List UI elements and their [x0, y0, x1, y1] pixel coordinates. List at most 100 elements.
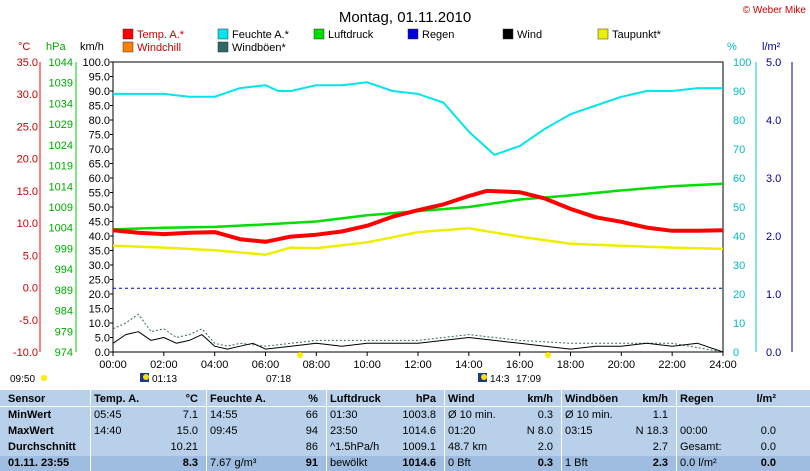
marker-label: 09:50: [10, 374, 35, 385]
table-divider: [676, 390, 677, 471]
wind-tick-label: 100.0: [82, 57, 110, 69]
table-cell-left: 09:45: [210, 425, 238, 437]
x-tick-label: 04:00: [201, 359, 229, 371]
table-cell-right: 1014.6: [402, 457, 436, 469]
x-tick-label: 06:00: [252, 359, 280, 371]
wind-tick-label: 10.0: [89, 318, 110, 330]
temp-tick-label: 20.0: [17, 154, 38, 166]
legend-swatch: [313, 28, 325, 40]
table-cell-right: 1.1: [652, 409, 668, 421]
wind-tick-label: 60.0: [89, 173, 110, 185]
x-tick-label: 02:00: [150, 359, 178, 371]
wind-tick-label: 50.0: [89, 202, 110, 214]
rain-tick-label: 5.0: [766, 57, 781, 69]
temp-tick-label: 15.0: [17, 186, 38, 198]
temp-tick-label: 10.0: [17, 218, 38, 230]
pressure-tick-label: 1034: [49, 98, 73, 110]
temp-tick-label: 5.0: [23, 250, 38, 262]
table-divider: [326, 390, 327, 471]
pressure-tick-label: 1009: [49, 202, 73, 214]
legend-label: Feuchte A.*: [232, 29, 290, 41]
series-feuchtea: [113, 81, 723, 156]
humidity-tick-label: 20: [733, 289, 745, 301]
summary-table: Sensor Temp. A. °C Feuchte A.% Luftdruck hPa W…: [0, 390, 810, 471]
pressure-tick-label: 999: [55, 243, 73, 255]
pressure-tick-label: 984: [55, 306, 73, 318]
table-row-label: Durchschnitt: [8, 441, 76, 453]
sun-icon: [545, 352, 551, 358]
pressure-tick-label: 979: [55, 326, 73, 338]
wind-tick-label: 45.0: [89, 217, 110, 229]
humidity-axis-unit: %: [727, 41, 737, 53]
table-cell-right: 0.0: [760, 425, 776, 437]
table-header-unit: km/h: [642, 393, 668, 405]
temp-tick-label: 0.0: [23, 283, 38, 295]
temp-tick-label: 30.0: [17, 89, 38, 101]
table-cell-right: N 8.0: [526, 425, 553, 437]
current-row-bg: [0, 456, 810, 471]
wind-tick-label: 30.0: [89, 260, 110, 272]
rain-tick-label: 2.0: [766, 231, 781, 243]
legend-label: Windchill: [137, 42, 181, 54]
rain-tick-label: 0.0: [766, 347, 781, 359]
plot-area: [112, 81, 724, 353]
legend-swatch: [122, 41, 134, 53]
table-divider: [0, 406, 810, 407]
wind-tick-label: 70.0: [89, 144, 110, 156]
humidity-tick-label: 100: [733, 57, 751, 69]
sun-icon: [481, 374, 487, 380]
series-wind: [112, 331, 724, 353]
legend-swatch: [597, 28, 609, 40]
sun-icon: [143, 374, 149, 380]
table-cell-left: 14:40: [94, 425, 122, 437]
wind-tick-label: 80.0: [89, 115, 110, 127]
table-row-label: MaxWert: [8, 425, 54, 437]
table-cell-right: 0.0: [760, 457, 776, 469]
pressure-tick-label: 1024: [49, 140, 73, 152]
legend-swatch: [502, 28, 514, 40]
wind-axis-unit: km/h: [80, 41, 104, 53]
table-cell-left: 05:45: [94, 409, 122, 421]
x-tick-label: 20:00: [608, 359, 636, 371]
rain-tick-label: 4.0: [766, 115, 781, 127]
wind-tick-label: 25.0: [89, 275, 110, 287]
x-tick-label: 10:00: [353, 359, 381, 371]
humidity-tick-label: 80: [733, 115, 745, 127]
table-row-label: MinWert: [8, 409, 52, 421]
table-header: Feuchte A.: [210, 393, 266, 405]
humidity-tick-label: 10: [733, 318, 745, 330]
weather-chart: Montag, 01.11.2010 © Weber Mike Temp. A.…: [10, 5, 806, 385]
table-header: Temp. A.: [94, 393, 140, 405]
legend-label: Regen: [422, 29, 454, 41]
table-divider: [90, 390, 91, 471]
x-tick-label: 14:00: [455, 359, 483, 371]
legend-swatch: [407, 28, 419, 40]
humidity-tick-label: 50: [733, 202, 745, 214]
x-axis-labels: 00:00 02:00 04:00 06:00 08:00 10:00 12:00 14:00…: [99, 352, 737, 371]
table-cell-right: 1003.8: [402, 409, 436, 421]
table-header: Luftdruck: [330, 393, 381, 405]
chart-title: Montag, 01.11.2010: [339, 9, 471, 26]
table-header: Sensor: [8, 393, 46, 405]
table-divider: [206, 390, 207, 471]
wind-tick-label: 95.0: [89, 72, 110, 84]
humidity-tick-label: 70: [733, 144, 745, 156]
rain-tick-label: 3.0: [766, 173, 781, 185]
legend-swatch: [217, 41, 229, 53]
pressure-tick-label: 989: [55, 285, 73, 297]
temp-tick-label: 35.0: [17, 57, 38, 69]
table-cell-right: 15.0: [176, 425, 198, 437]
series-tempa: [112, 188, 724, 244]
wind-tick-label: 40.0: [89, 231, 110, 243]
table-cell-right: 1014.6: [402, 425, 436, 437]
wind-tick-label: 55.0: [89, 188, 110, 200]
table-cell-right: 1009.1: [402, 441, 436, 453]
wind-tick-label: 85.0: [89, 101, 110, 113]
plot-frame: [112, 61, 724, 353]
table-header-unit: %: [308, 393, 318, 405]
x-tick-label: 18:00: [557, 359, 585, 371]
table-cell-left: 0 Bft: [448, 457, 471, 469]
sun-icon: [41, 375, 47, 381]
temp-axis-unit: °C: [18, 41, 30, 53]
wind-tick-label: 75.0: [89, 130, 110, 142]
